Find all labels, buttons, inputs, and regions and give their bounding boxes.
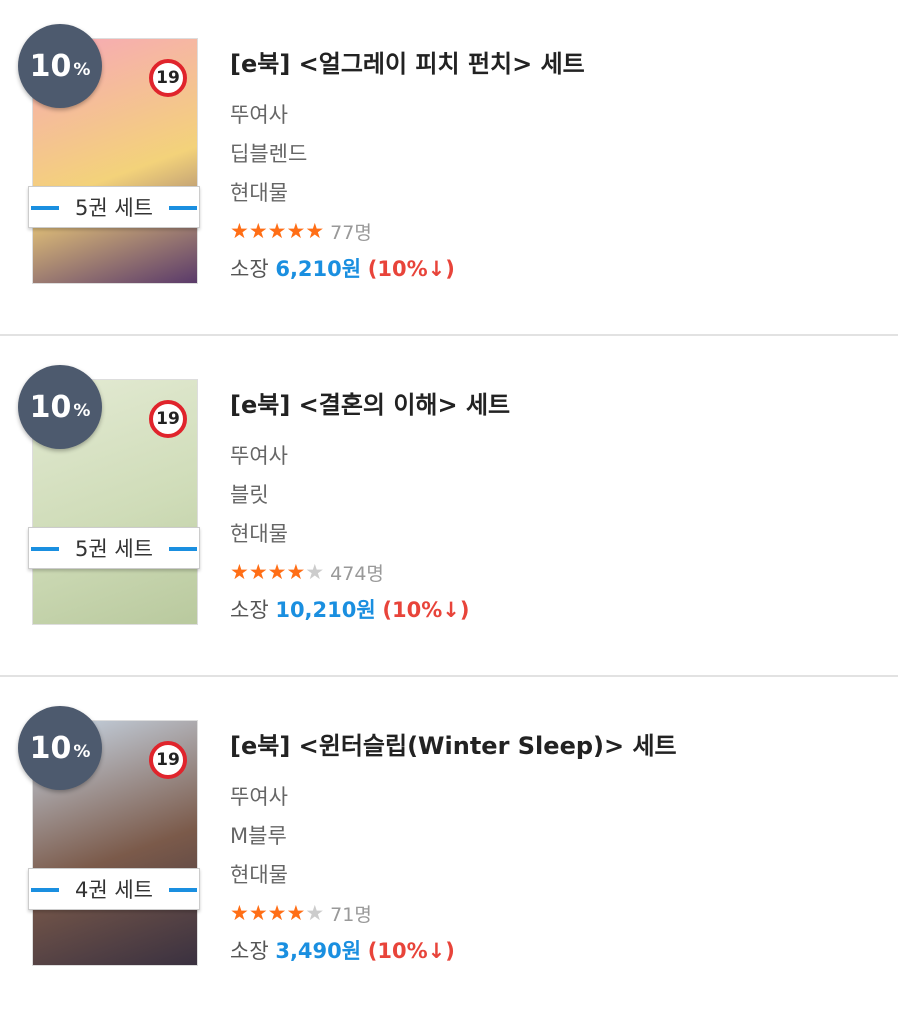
discount-badge: 10% xyxy=(18,365,102,449)
age-19-icon: 19 xyxy=(149,741,187,779)
price-line: 소장 10,210원 (10%↓) xyxy=(230,590,510,630)
set-count-label: 5권 세트 xyxy=(28,186,200,228)
star-icon: ★ xyxy=(286,219,306,243)
star-icon: ★ xyxy=(248,219,268,243)
star-icon: ★ xyxy=(267,560,287,584)
rating-count: 71명 xyxy=(330,903,372,926)
book-item[interactable]: 19 10% 4권 세트 [e북] <윈터슬립(Winter Sleep)> 세… xyxy=(0,682,898,1023)
discount-badge: 10% xyxy=(18,24,102,108)
discount-value: 10 xyxy=(29,730,72,766)
book-item[interactable]: 19 10% 5권 세트 [e북] <결혼의 이해> 세트 뚜여사 블릿 현대물… xyxy=(0,341,898,682)
star-rating-icon: ★★★★★ xyxy=(230,560,324,584)
genre: 현대물 xyxy=(230,522,288,546)
genre: 현대물 xyxy=(230,181,288,205)
star-icon: ★ xyxy=(267,219,287,243)
rating-count: 77명 xyxy=(330,221,372,244)
star-icon: ★ xyxy=(305,901,325,925)
rating: ★★★★★ 77명 xyxy=(230,213,585,249)
discount-badge: 10% xyxy=(18,706,102,790)
price: 3,490원 xyxy=(275,939,362,963)
discount-rate: (10%↓) xyxy=(367,939,455,963)
own-label: 소장 xyxy=(230,257,269,281)
publisher[interactable]: 딥블렌드 xyxy=(230,142,308,166)
price-line: 소장 6,210원 (10%↓) xyxy=(230,249,585,289)
divider xyxy=(0,334,898,336)
discount-value: 10 xyxy=(29,48,72,84)
divider xyxy=(0,675,898,677)
discount-unit: % xyxy=(73,60,91,80)
book-item[interactable]: 19 10% 5권 세트 [e북] <얼그레이 피치 펀치> 세트 뚜여사 딥블… xyxy=(0,0,898,341)
star-icon: ★ xyxy=(286,901,306,925)
author[interactable]: 뚜여사 xyxy=(230,103,288,127)
set-count-label: 4권 세트 xyxy=(28,868,200,910)
price: 10,210원 xyxy=(275,598,376,622)
age-19-icon: 19 xyxy=(149,59,187,97)
price: 6,210원 xyxy=(275,257,362,281)
book-title[interactable]: [e북] <윈터슬립(Winter Sleep)> 세트 xyxy=(230,732,677,760)
own-label: 소장 xyxy=(230,598,269,622)
discount-value: 10 xyxy=(29,389,72,425)
publisher[interactable]: 블릿 xyxy=(230,483,269,507)
discount-rate: (10%↓) xyxy=(367,257,455,281)
star-rating-icon: ★★★★★ xyxy=(230,901,324,925)
star-icon: ★ xyxy=(248,560,268,584)
rating: ★★★★★ 71명 xyxy=(230,895,677,931)
star-icon: ★ xyxy=(305,219,325,243)
book-title[interactable]: [e북] <결혼의 이해> 세트 xyxy=(230,391,511,419)
book-title[interactable]: [e북] <얼그레이 피치 펀치> 세트 xyxy=(230,50,585,78)
star-icon: ★ xyxy=(286,560,306,584)
author[interactable]: 뚜여사 xyxy=(230,785,288,809)
star-icon: ★ xyxy=(230,901,249,925)
price-line: 소장 3,490원 (10%↓) xyxy=(230,931,677,971)
star-icon: ★ xyxy=(267,901,287,925)
rating: ★★★★★ 474명 xyxy=(230,554,510,590)
age-19-icon: 19 xyxy=(149,400,187,438)
star-icon: ★ xyxy=(230,560,249,584)
publisher[interactable]: M블루 xyxy=(230,824,287,848)
discount-unit: % xyxy=(73,401,91,421)
star-icon: ★ xyxy=(248,901,268,925)
star-rating-icon: ★★★★★ xyxy=(230,219,324,243)
star-icon: ★ xyxy=(305,560,325,584)
star-icon: ★ xyxy=(230,219,249,243)
author[interactable]: 뚜여사 xyxy=(230,444,288,468)
discount-unit: % xyxy=(73,742,91,762)
set-count-label: 5권 세트 xyxy=(28,527,200,569)
discount-rate: (10%↓) xyxy=(382,598,470,622)
rating-count: 474명 xyxy=(330,562,384,585)
own-label: 소장 xyxy=(230,939,269,963)
book-cover[interactable]: 19 xyxy=(32,720,198,966)
genre: 현대물 xyxy=(230,863,288,887)
